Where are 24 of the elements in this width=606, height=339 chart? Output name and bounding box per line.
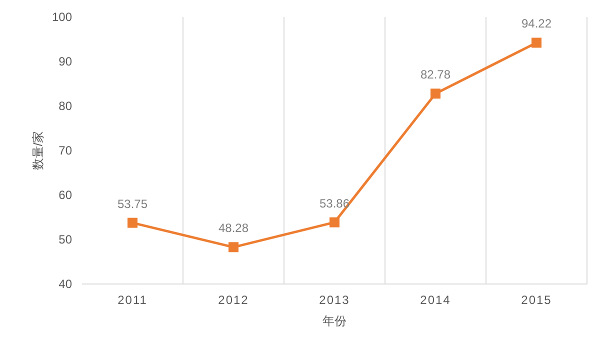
y-tick-label: 90: [58, 54, 72, 68]
x-tick-label: 2012: [218, 293, 249, 307]
point: [330, 217, 340, 228]
point: [430, 88, 440, 99]
x-tick-label: 2011: [118, 293, 148, 307]
x-axis-title: 年份: [322, 314, 346, 328]
data-label: 94.22: [521, 16, 552, 31]
data-label: 53.86: [319, 196, 350, 210]
x-tick-label: 2015: [521, 293, 552, 307]
y-tick-label: 100: [52, 10, 72, 24]
data-label: 48.28: [218, 221, 249, 236]
point: [228, 242, 238, 252]
x-tick-label: 2014: [420, 293, 451, 307]
point: [128, 218, 138, 228]
y-tick-label: 50: [58, 232, 72, 246]
point: [532, 38, 542, 48]
data-label: 82.78: [420, 68, 451, 82]
y-tick-label: 70: [58, 144, 72, 158]
data-label: 53.75: [117, 196, 148, 211]
y-tick-label: 80: [58, 99, 72, 113]
x-tick-label: 2013: [319, 293, 350, 307]
y-tick-label: 60: [58, 188, 72, 202]
y-axis-title: 数量/家: [31, 130, 45, 170]
y-tick-label: 40: [58, 277, 72, 291]
